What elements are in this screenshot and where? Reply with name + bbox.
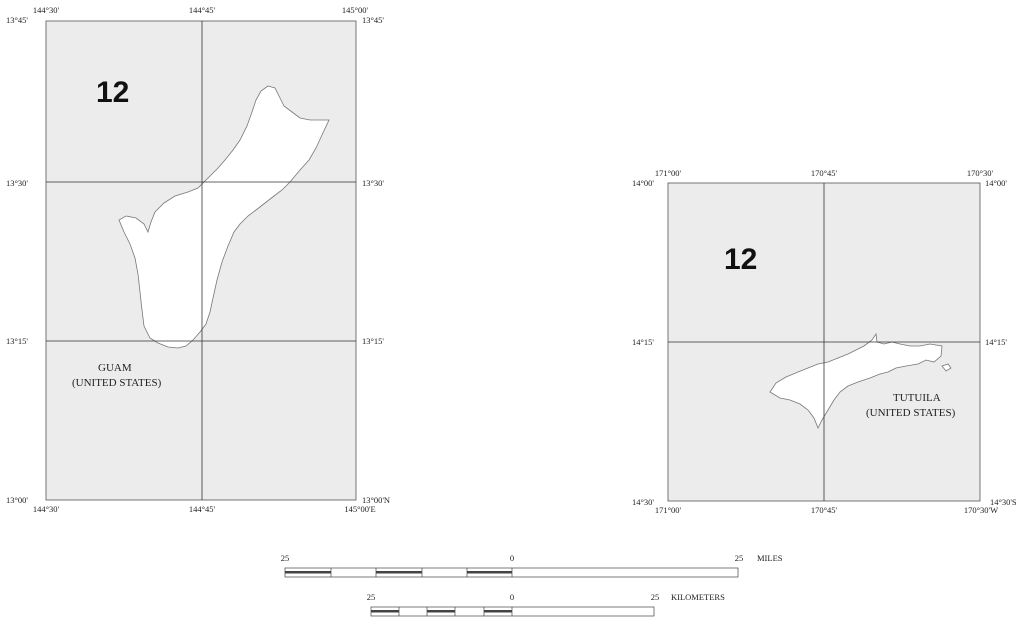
tutuila-top-lon-label: 171°00'	[655, 168, 682, 178]
km-bar-segment	[427, 610, 455, 613]
tutuila-right-lat-label: 14°30'S	[990, 497, 1017, 507]
guam-map: 12 GUAM (UNITED STATES) 144°30' 144°45' …	[6, 5, 390, 514]
guam-left-lat-label: 13°15'	[6, 336, 28, 346]
guam-bottom-lon-label: 145°00'E	[344, 504, 375, 514]
km-bar-segment	[371, 610, 399, 613]
guam-left-lat-label: 13°45'	[6, 15, 28, 25]
tutuila-name-sub: (UNITED STATES)	[866, 407, 956, 419]
tutuila-bottom-lon-label: 171°00'	[655, 505, 682, 515]
tutuila-bottom-lon-label: 170°30'W	[964, 505, 998, 515]
guam-top-lon-label: 144°30'	[33, 5, 60, 15]
miles-bar-segment	[467, 571, 512, 574]
tutuila-islet	[941, 363, 952, 372]
scale-bar-miles: 25 0 25 MILES	[281, 553, 783, 578]
tutuila-map: 12 TUTUILA (UNITED STATES) 171°00' 170°4…	[632, 168, 1017, 515]
tutuila-name: TUTUILA	[893, 392, 941, 404]
km-right-label: 25	[651, 592, 660, 602]
tutuila-left-lat-label: 14°15'	[632, 337, 654, 347]
scale-bar-kilometers: 25 0 25 KILOMETERS	[367, 592, 725, 617]
km-left-label: 25	[367, 592, 376, 602]
tutuila-left-lat-label: 14°30'	[632, 497, 654, 507]
guam-top-lon-label: 144°45'	[189, 5, 216, 15]
miles-bar-segment	[376, 571, 422, 574]
tutuila-top-lon-label: 170°45'	[811, 168, 838, 178]
guam-zone-number: 12	[96, 76, 129, 109]
guam-top-lon-label: 145°00'	[342, 5, 369, 15]
guam-bottom-lon-label: 144°30'	[33, 504, 60, 514]
guam-right-lat-label: 13°45'	[362, 15, 384, 25]
miles-unit-label: MILES	[757, 553, 783, 563]
km-unit-label: KILOMETERS	[671, 592, 725, 602]
tutuila-top-lon-label: 170°30'	[967, 168, 994, 178]
guam-right-lat-label: 13°15'	[362, 336, 384, 346]
miles-bar-segment	[285, 571, 331, 574]
miles-right-label: 25	[735, 553, 744, 563]
guam-right-lat-label: 13°30'	[362, 178, 384, 188]
tutuila-right-lat-label: 14°00'	[985, 178, 1007, 188]
tutuila-island	[769, 332, 943, 429]
guam-left-lat-label: 13°00'	[6, 495, 28, 505]
tutuila-right-lat-label: 14°15'	[985, 337, 1007, 347]
guam-left-lat-label: 13°30'	[6, 178, 28, 188]
guam-name: GUAM	[98, 362, 132, 374]
km-center-label: 0	[510, 592, 514, 602]
tutuila-bottom-lon-label: 170°45'	[811, 505, 838, 515]
guam-island	[118, 85, 330, 349]
guam-name-sub: (UNITED STATES)	[72, 377, 162, 389]
km-bar-segment	[484, 610, 512, 613]
tutuila-left-lat-label: 14°00'	[632, 178, 654, 188]
tutuila-zone-number: 12	[724, 243, 757, 276]
guam-right-lat-label: 13°00'N	[362, 495, 390, 505]
miles-center-label: 0	[510, 553, 514, 563]
km-bar	[370, 606, 655, 617]
guam-bottom-lon-label: 144°45'	[189, 504, 216, 514]
miles-left-label: 25	[281, 553, 290, 563]
